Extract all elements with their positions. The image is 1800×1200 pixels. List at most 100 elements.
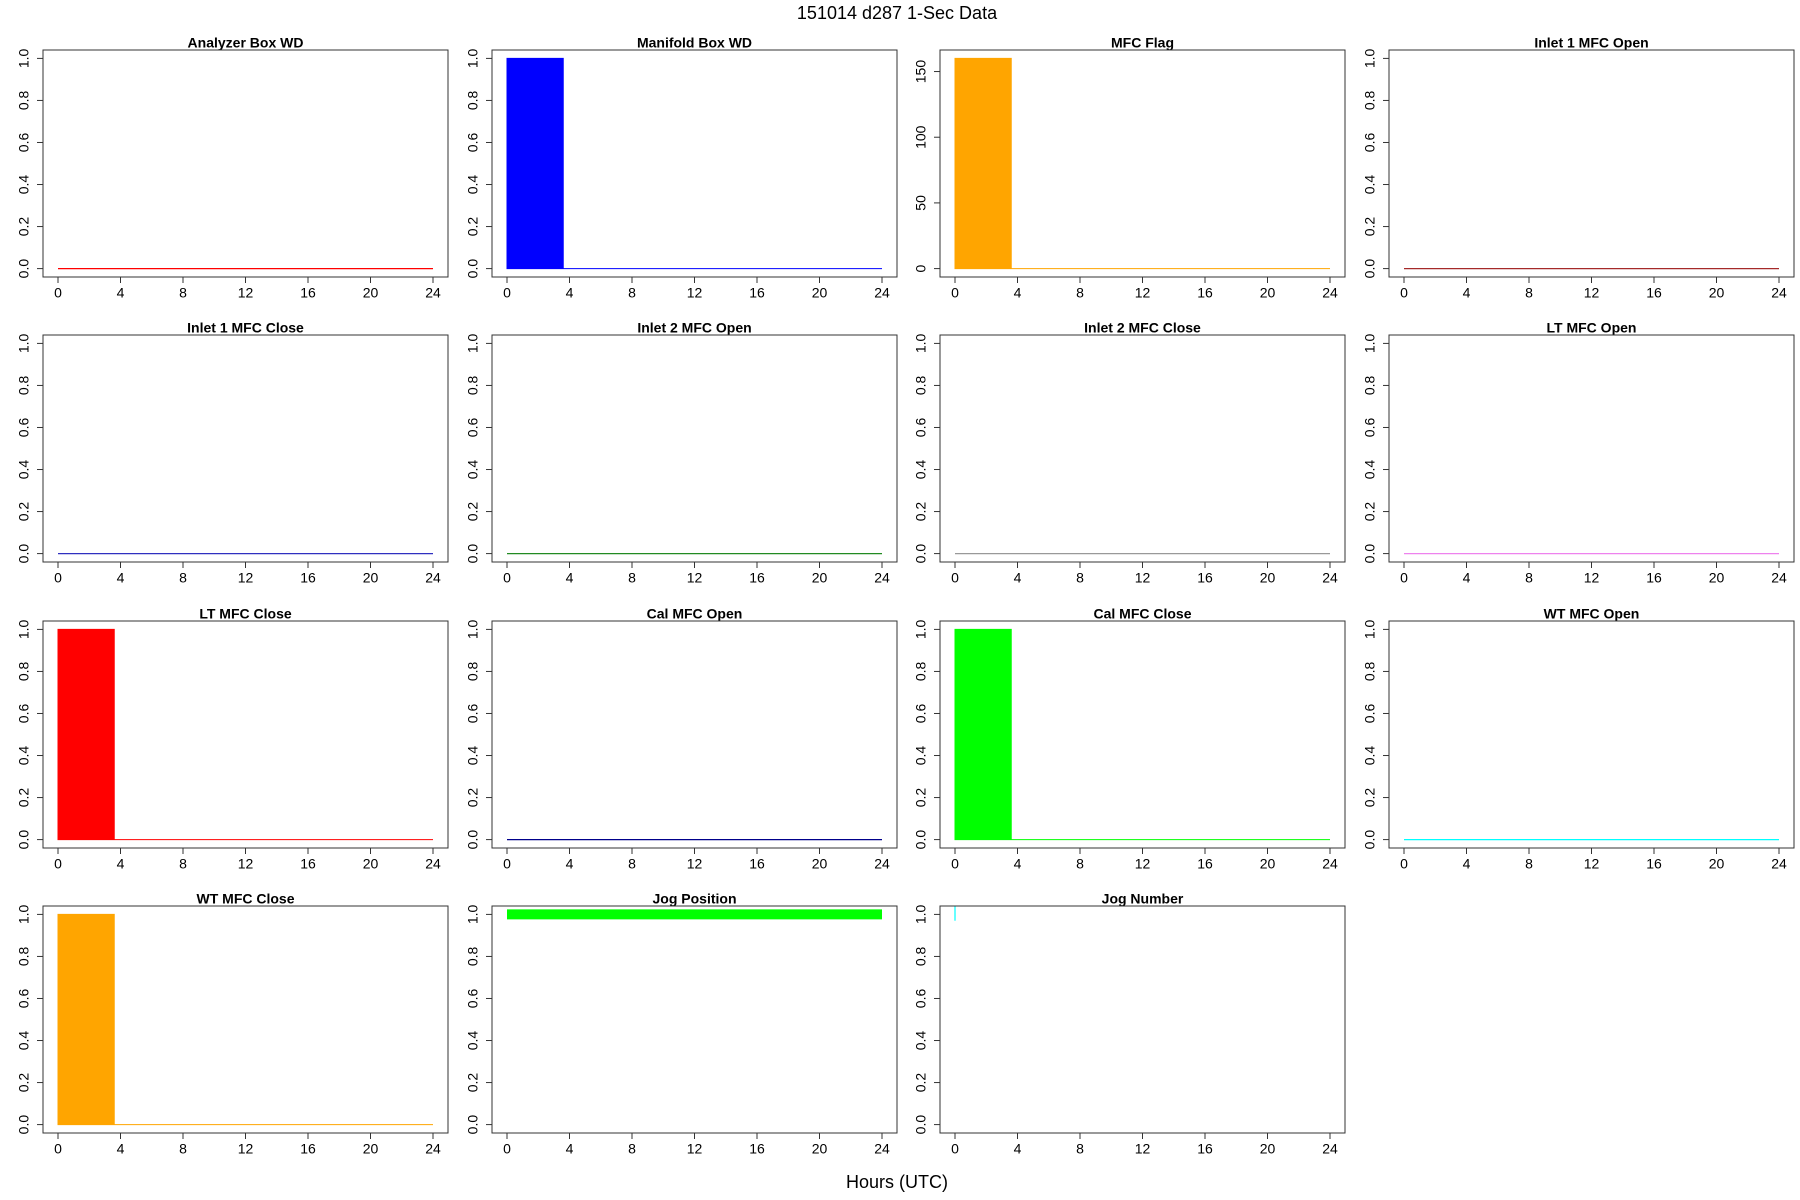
x-tick-label: 0 — [951, 570, 959, 586]
x-tick-label: 12 — [687, 285, 703, 301]
x-tick-label: 0 — [951, 285, 959, 301]
panel-title: Analyzer Box WD — [188, 35, 304, 51]
y-tick-label: 0.6 — [1362, 133, 1378, 153]
x-tick-label: 12 — [1135, 570, 1151, 586]
y-tick-label: 0.4 — [465, 1031, 481, 1051]
panel-title: Inlet 1 MFC Close — [187, 320, 304, 336]
x-tick-label: 12 — [238, 285, 254, 301]
x-tick-label: 0 — [503, 1141, 511, 1157]
x-tick-label: 12 — [687, 1141, 703, 1157]
y-tick-label: 0.8 — [1362, 376, 1378, 396]
x-tick-label: 24 — [874, 570, 890, 586]
panel: Jog Number 0 4 8 12 16 20 24 0.0 0.2 0.4 0.6 0.8 1.0 — [913, 891, 1346, 1157]
x-tick-label: 0 — [54, 1141, 62, 1157]
x-tick-label: 8 — [179, 285, 187, 301]
y-tick-label: 0.8 — [1362, 662, 1378, 682]
y-tick-label: 0.0 — [16, 1115, 32, 1135]
x-tick-label: 0 — [951, 1141, 959, 1157]
panel: Inlet 1 MFC Close 0 4 8 12 16 20 24 0.0 0.2 0.4 0.6… — [16, 320, 449, 586]
x-tick-label: 8 — [628, 1141, 636, 1157]
x-tick-label: 0 — [951, 856, 959, 872]
y-tick-label: 0.8 — [1362, 91, 1378, 111]
x-tick-label: 0 — [503, 285, 511, 301]
y-tick-label: 0.0 — [465, 830, 481, 850]
panel: Inlet 2 MFC Close 0 4 8 12 16 20 24 0.0 0.2 0.4 0.6… — [913, 320, 1346, 586]
x-tick-label: 4 — [1014, 285, 1022, 301]
y-tick-label: 0.6 — [16, 989, 32, 1009]
y-tick-label: 0.4 — [465, 746, 481, 766]
y-tick-label: 1.0 — [16, 619, 32, 639]
y-tick-label: 1.0 — [465, 48, 481, 68]
x-tick-label: 0 — [503, 570, 511, 586]
y-tick-label: 1.0 — [913, 619, 929, 639]
x-tick-label: 0 — [54, 285, 62, 301]
y-tick-label: 0.2 — [465, 502, 481, 522]
x-tick-label: 20 — [812, 1141, 828, 1157]
x-tick-label: 24 — [1322, 570, 1338, 586]
plot-frame — [1388, 334, 1795, 563]
panel-title: WT MFC Open — [1544, 606, 1640, 622]
y-tick-label: 0.0 — [913, 830, 929, 850]
y-tick-label: 0.0 — [913, 1115, 929, 1135]
y-tick-label: 0.4 — [913, 746, 929, 766]
x-tick-label: 24 — [874, 285, 890, 301]
panel-title: LT MFC Close — [199, 606, 292, 622]
x-tick-label: 12 — [687, 570, 703, 586]
y-tick-label: 0.6 — [913, 704, 929, 724]
y-tick-label: 0.8 — [16, 376, 32, 396]
x-tick-label: 4 — [1463, 570, 1471, 586]
x-tick-label: 8 — [1076, 285, 1084, 301]
x-tick-label: 8 — [179, 570, 187, 586]
x-tick-label: 4 — [566, 285, 574, 301]
y-tick-label: 0.6 — [465, 704, 481, 724]
y-tick-label: 0.2 — [1362, 217, 1378, 237]
y-tick-label: 0.8 — [16, 91, 32, 111]
x-tick-label: 16 — [749, 285, 765, 301]
panel-title: Cal MFC Open — [647, 606, 743, 622]
x-tick-label: 24 — [425, 570, 441, 586]
x-tick-label: 0 — [503, 856, 511, 872]
plot-frame — [1388, 49, 1795, 278]
x-tick-label: 8 — [1076, 856, 1084, 872]
plot-frame — [939, 905, 1346, 1134]
y-tick-label: 0.2 — [465, 788, 481, 808]
y-tick-label: 1.0 — [465, 619, 481, 639]
x-tick-label: 4 — [566, 1141, 574, 1157]
x-tick-label: 20 — [1260, 856, 1276, 872]
x-tick-label: 8 — [1076, 1141, 1084, 1157]
x-tick-label: 8 — [1525, 570, 1533, 586]
x-tick-label: 4 — [566, 856, 574, 872]
x-tick-label: 20 — [812, 570, 828, 586]
y-tick-label: 0.0 — [1362, 544, 1378, 564]
x-tick-label: 4 — [1014, 570, 1022, 586]
panel-title: Jog Number — [1102, 891, 1184, 907]
y-tick-label: 1.0 — [1362, 48, 1378, 68]
y-tick-label: 0.0 — [16, 544, 32, 564]
y-tick-label: 0.6 — [913, 989, 929, 1009]
x-tick-label: 4 — [117, 1141, 125, 1157]
x-tick-label: 20 — [363, 285, 379, 301]
y-tick-label: 0.2 — [16, 788, 32, 808]
x-tick-label: 20 — [1260, 285, 1276, 301]
x-tick-label: 0 — [54, 570, 62, 586]
y-tick-label: 50 — [913, 195, 929, 211]
y-tick-label: 1.0 — [913, 333, 929, 353]
y-tick-label: 0.6 — [465, 133, 481, 153]
x-tick-label: 24 — [874, 856, 890, 872]
y-tick-label: 0.8 — [913, 662, 929, 682]
y-tick-label: 0.6 — [16, 133, 32, 153]
x-tick-label: 0 — [1400, 285, 1408, 301]
y-tick-label: 0.2 — [16, 502, 32, 522]
x-tick-label: 8 — [628, 856, 636, 872]
x-tick-label: 12 — [1135, 285, 1151, 301]
y-tick-label: 0.0 — [913, 544, 929, 564]
plot-frame — [939, 334, 1346, 563]
x-tick-label: 16 — [300, 285, 316, 301]
plot-frame — [491, 620, 898, 849]
y-tick-label: 0.0 — [1362, 830, 1378, 850]
y-tick-label: 0.0 — [1362, 259, 1378, 279]
x-tick-label: 16 — [300, 1141, 316, 1157]
y-tick-label: 0.4 — [913, 1031, 929, 1051]
y-tick-label: 0.4 — [16, 460, 32, 480]
